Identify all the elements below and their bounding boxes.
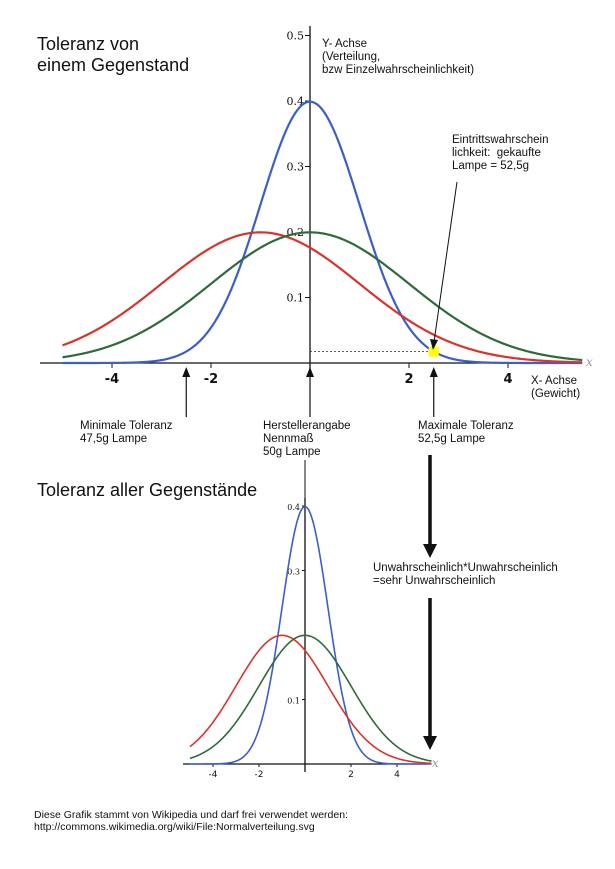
x-tick-label: 2: [348, 770, 354, 780]
x-axis-symbol: x: [586, 355, 593, 369]
x-tick-label: -2: [255, 770, 264, 780]
max-toleranz-annotation: Maximale Toleranz 52,5g Lampe: [418, 420, 514, 446]
y-tick-label: 0.3: [287, 161, 305, 174]
series-line-1: [190, 505, 432, 765]
arrow-hersteller-head: [306, 367, 314, 377]
eintritt-pointer-line: [433, 181, 458, 343]
eintritt-annotation: Eintrittswahrschein lichkeit: gekaufte L…: [452, 134, 549, 173]
x-tick-label: -4: [209, 770, 218, 780]
y-tick-label: 0.4: [287, 95, 305, 108]
arrow-min-toleranz-head: [182, 367, 191, 377]
highlight-marker: [428, 346, 439, 357]
series-line-1: [62, 100, 583, 365]
series-line-3: [62, 231, 583, 362]
chart-title-bottom: Toleranz aller Gegenstände: [37, 480, 258, 500]
y-tick-label: 0.1: [287, 697, 300, 706]
x-tick-label: 4: [394, 770, 400, 780]
series-line-3: [189, 634, 432, 762]
arrow-down-lower-head: [423, 736, 437, 750]
y-tick-label: 0.3: [287, 568, 300, 577]
y-tick-label: 0.5: [287, 30, 305, 43]
y-axis-label: Y- Achse (Verteilung, bzw Einzelwahrsche…: [322, 38, 475, 77]
eintritt-pointer-head: [430, 339, 438, 350]
x-tick-label: -2: [204, 372, 218, 387]
x-axis-symbol: x: [432, 756, 439, 770]
series-line-2: [189, 634, 432, 765]
series-line-2: [62, 231, 583, 364]
min-toleranz-annotation: Minimale Toleranz 47,5g Lampe: [80, 420, 173, 446]
unwahrscheinlich-annotation: Unwahrscheinlich*Unwahrscheinlich =sehr …: [373, 562, 558, 588]
arrow-max-toleranz-head: [429, 367, 438, 377]
hersteller-annotation: Herstellerangabe Nennmaß 50g Lampe: [263, 420, 351, 459]
x-tick-label: -4: [105, 372, 119, 387]
y-tick-label: 0.1: [287, 292, 305, 305]
source-note: Diese Grafik stammt von Wikipedia und da…: [34, 809, 348, 834]
chart-top: x-4 -2 2 40.10.20.30.40.5: [40, 26, 593, 387]
chart-bottom: x -4 -2 2 4 0.1 0.3 0.4: [183, 498, 439, 780]
x-tick-label: 4: [503, 372, 512, 387]
arrow-down-upper-head: [423, 544, 437, 558]
x-tick-label: 2: [404, 372, 413, 387]
x-axis-label: X- Achse (Gewicht): [531, 375, 581, 401]
y-tick-label: 0.4: [287, 503, 300, 512]
chart-title-top: Toleranz von einem Gegenstand: [37, 34, 190, 75]
